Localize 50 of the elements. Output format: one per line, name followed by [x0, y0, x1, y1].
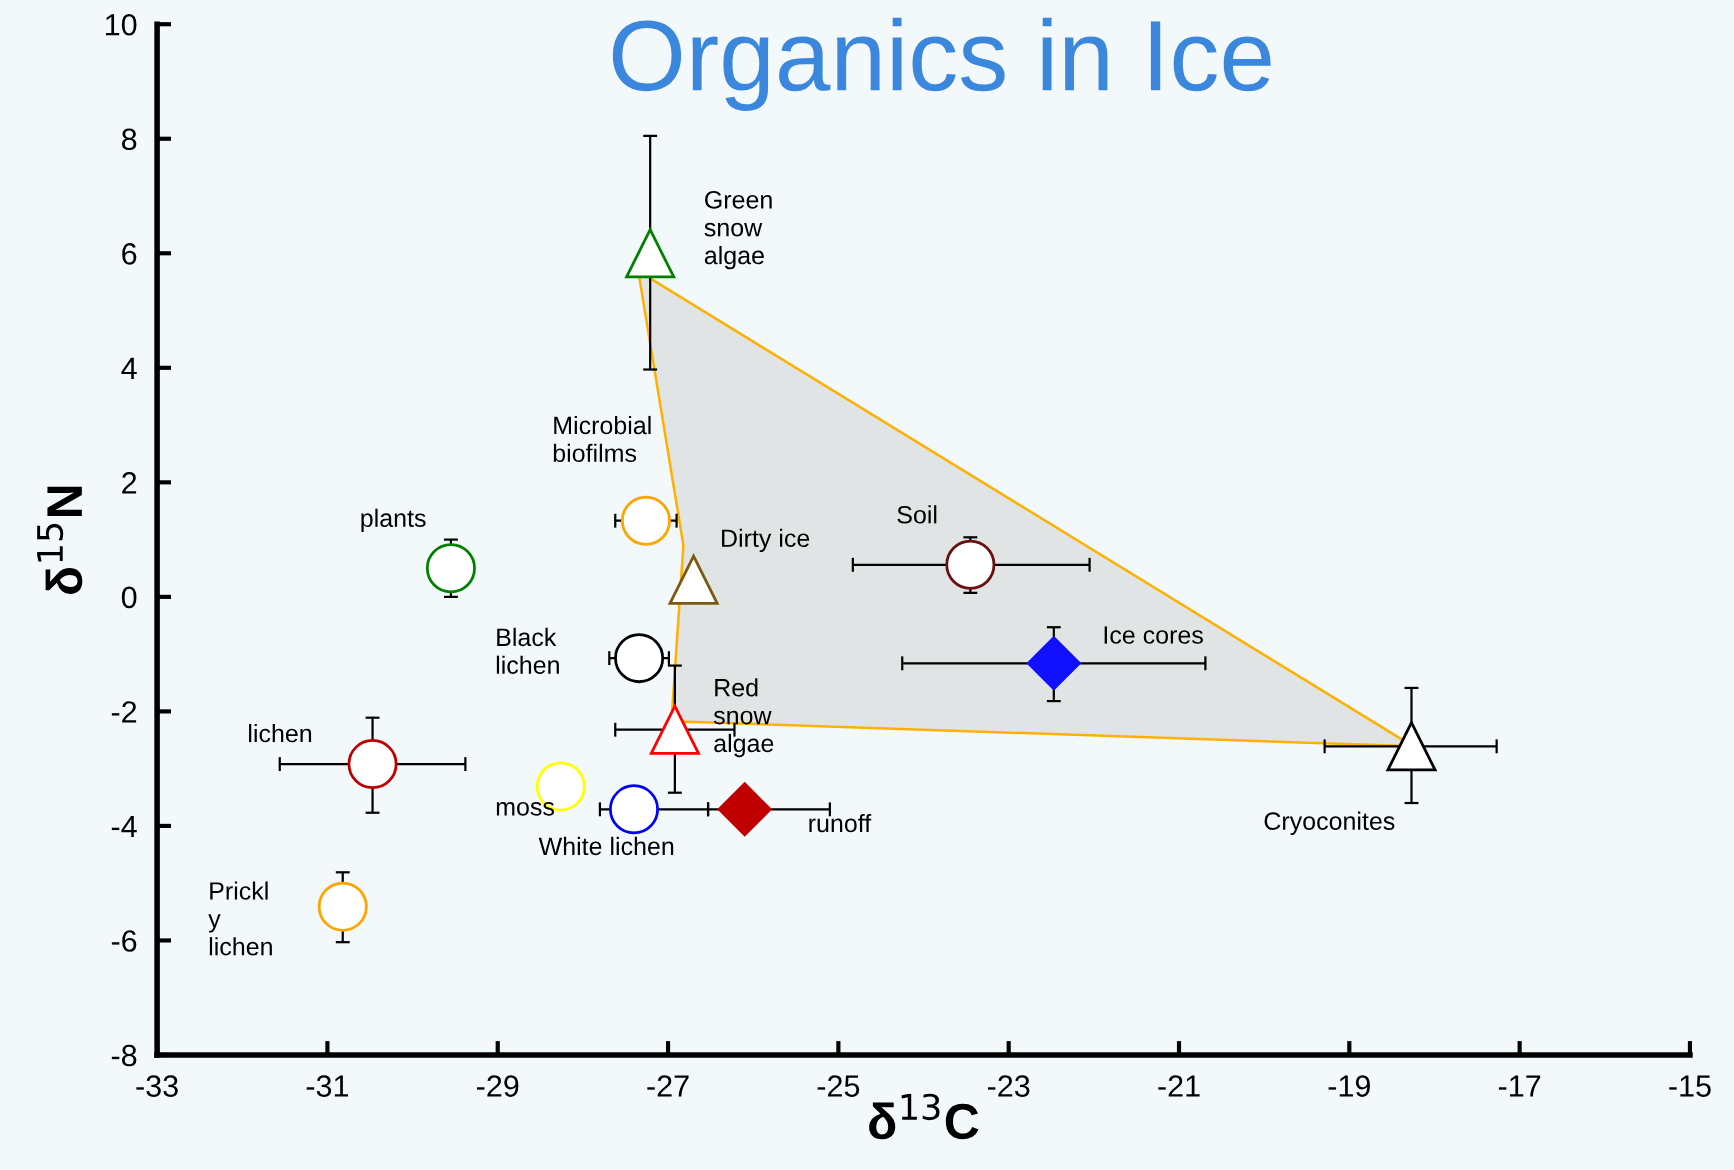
- series-label: Dirty ice: [722, 528, 810, 553]
- series-label: Soil: [897, 505, 937, 524]
- y-tick-label: 4: [121, 357, 137, 379]
- series-label: runoff: [809, 813, 872, 833]
- point: [620, 495, 671, 546]
- x-tick-label: -29: [477, 1075, 519, 1097]
- series-label: lichen: [249, 724, 312, 743]
- series-label: Green snow algae: [704, 190, 772, 270]
- series-label: White lichen: [538, 836, 674, 856]
- series-label: Ice cores: [1104, 626, 1203, 644]
- x-tick-label: -31: [306, 1075, 349, 1097]
- point: [945, 539, 996, 590]
- text: Black lichen: [496, 627, 559, 674]
- y-tick-label: -8: [111, 1044, 137, 1067]
- y-tick-label: -6: [111, 930, 137, 952]
- x-tick-label: -19: [1328, 1075, 1370, 1097]
- x-tick-label: -27: [647, 1075, 689, 1097]
- point: [625, 228, 676, 279]
- point: [317, 881, 368, 932]
- series-label: Cryoconites: [1264, 811, 1395, 835]
- y-tick-label: 10: [106, 13, 137, 36]
- point: [668, 554, 719, 605]
- x-tick-label: -33: [136, 1075, 178, 1097]
- y-axis-title: δ$^{15}$N: [37, 486, 83, 594]
- x-tick-label: -17: [1498, 1075, 1541, 1097]
- point: [1026, 636, 1081, 691]
- point: [717, 782, 772, 837]
- y-tick-label: -2: [111, 701, 137, 723]
- y-tick-label: 2: [122, 472, 137, 494]
- series-label: plants: [361, 508, 426, 532]
- y-tick-label: 0: [121, 586, 137, 609]
- x-tick-label: -25: [817, 1075, 860, 1097]
- y-tick-label: 6: [122, 243, 137, 265]
- y-tick-label: 8: [121, 128, 137, 151]
- x-axis-title: δ$^{13}$C: [869, 1093, 979, 1140]
- y-tick-label: -4: [111, 815, 137, 837]
- x-tick-label: -21: [1158, 1075, 1200, 1097]
- point: [649, 704, 700, 755]
- point: [608, 784, 659, 835]
- x-tick-label: -15: [1669, 1075, 1711, 1097]
- series-label: moss: [496, 801, 555, 816]
- series-label: Microbial biofilms: [553, 415, 651, 463]
- x-tick-label: -23: [987, 1075, 1030, 1097]
- point: [347, 739, 398, 790]
- point: [1386, 721, 1437, 772]
- series-label: Red snow algae: [713, 678, 774, 758]
- point: [425, 543, 476, 594]
- series-label: Prickl y lichen: [208, 881, 272, 956]
- chart-title: Organics in Ice: [612, 17, 1271, 111]
- point: [614, 633, 665, 684]
